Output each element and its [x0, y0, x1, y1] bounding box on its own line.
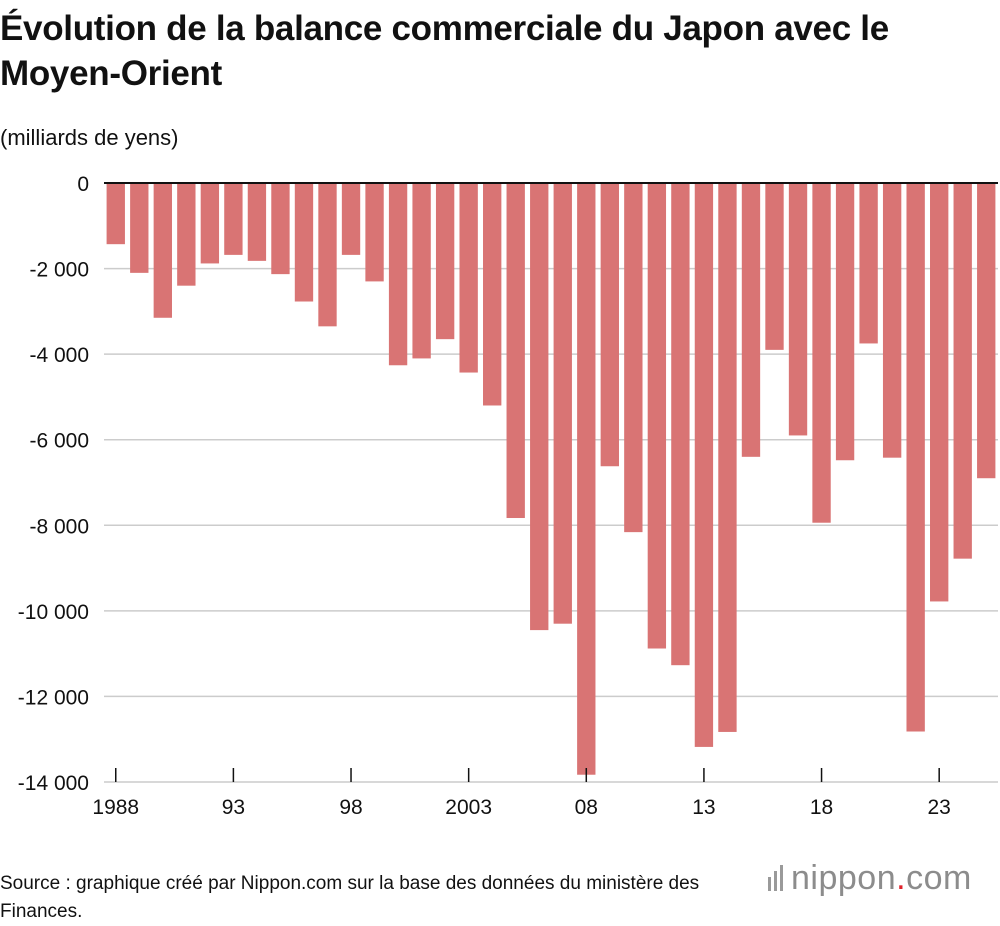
bar-2015: [741, 183, 761, 457]
bar-2021: [882, 183, 902, 458]
logo-suffix: com: [906, 858, 972, 897]
y-axis-unit-label: (milliards de yens): [0, 125, 179, 150]
bar-2016: [765, 183, 784, 350]
y-tick-label: -2 000: [29, 259, 89, 282]
bar-1990: [153, 183, 172, 318]
bar-2001: [412, 183, 431, 359]
bar-2020: [859, 183, 878, 344]
bar-2019: [835, 183, 855, 461]
gridlines: [104, 267, 998, 783]
bar-1988: [106, 183, 125, 245]
bar-2004: [483, 183, 502, 406]
y-tick-label: -10 000: [18, 601, 89, 624]
bar-2002: [435, 183, 455, 340]
nippon-logo[interactable]: nippon.com: [768, 858, 1000, 898]
bar-1989: [130, 183, 149, 273]
bar-1997: [318, 183, 337, 327]
bar-1995: [271, 183, 290, 275]
x-tick-label: 93: [222, 796, 245, 819]
bar-1993: [224, 183, 243, 255]
logo-main: nippon: [791, 858, 897, 897]
bar-1998: [341, 183, 361, 255]
axes: [104, 182, 998, 782]
bar-2024: [953, 183, 972, 559]
bar-2000: [388, 183, 408, 366]
bar-2007: [553, 183, 572, 624]
bar-1999: [365, 183, 384, 282]
bar-2017: [788, 183, 808, 436]
logo-dot: .: [896, 858, 907, 897]
bar-2009: [600, 183, 619, 467]
bar-2025: [977, 183, 996, 479]
bars: [106, 183, 996, 775]
bar-2012: [671, 183, 690, 666]
bar-1992: [200, 183, 220, 264]
y-tick-label: -14 000: [18, 772, 89, 795]
bar-2022: [906, 183, 925, 732]
bar-2018: [812, 183, 831, 523]
bar-1994: [247, 183, 267, 261]
y-tick-label: -4 000: [29, 344, 89, 367]
y-tick-label: -12 000: [18, 686, 89, 709]
x-tick-label: 18: [810, 796, 833, 819]
bar-1996: [294, 183, 314, 302]
y-tick-label: 0: [77, 173, 89, 196]
logo-wordmark: nippon.com: [791, 859, 972, 898]
bar-2010: [624, 183, 643, 533]
source-note: Source : graphique créé par Nippon.com s…: [0, 873, 700, 922]
bar-2005: [506, 183, 525, 519]
y-tick-label: -6 000: [29, 430, 89, 453]
y-tick-label: -8 000: [29, 515, 89, 538]
bar-chart: 0 -2 000 -4 000 -6 000 -8 000 -10 000 -12 000 -…: [18, 173, 998, 819]
x-tick-label: 13: [692, 796, 715, 819]
x-tick-label: 2003: [445, 796, 492, 819]
x-tick-label: 23: [928, 796, 951, 819]
x-tick-label: 1988: [92, 796, 139, 819]
bar-2003: [459, 183, 478, 373]
bar-2011: [647, 183, 667, 649]
x-tick-label: 98: [339, 796, 362, 819]
tick-labels: 0 -2 000 -4 000 -6 000 -8 000 -10 000 -12 000 -…: [18, 173, 951, 819]
logo-bars-icon: [768, 865, 783, 891]
x-tick-label: 08: [575, 796, 598, 819]
bar-2013: [694, 183, 714, 747]
bar-2023: [930, 183, 949, 602]
bar-1991: [177, 183, 196, 286]
bar-2014: [718, 183, 737, 732]
bar-2006: [530, 183, 549, 631]
bar-2008: [577, 183, 596, 775]
chart-title: Évolution de la balance commerciale du J…: [0, 9, 889, 93]
